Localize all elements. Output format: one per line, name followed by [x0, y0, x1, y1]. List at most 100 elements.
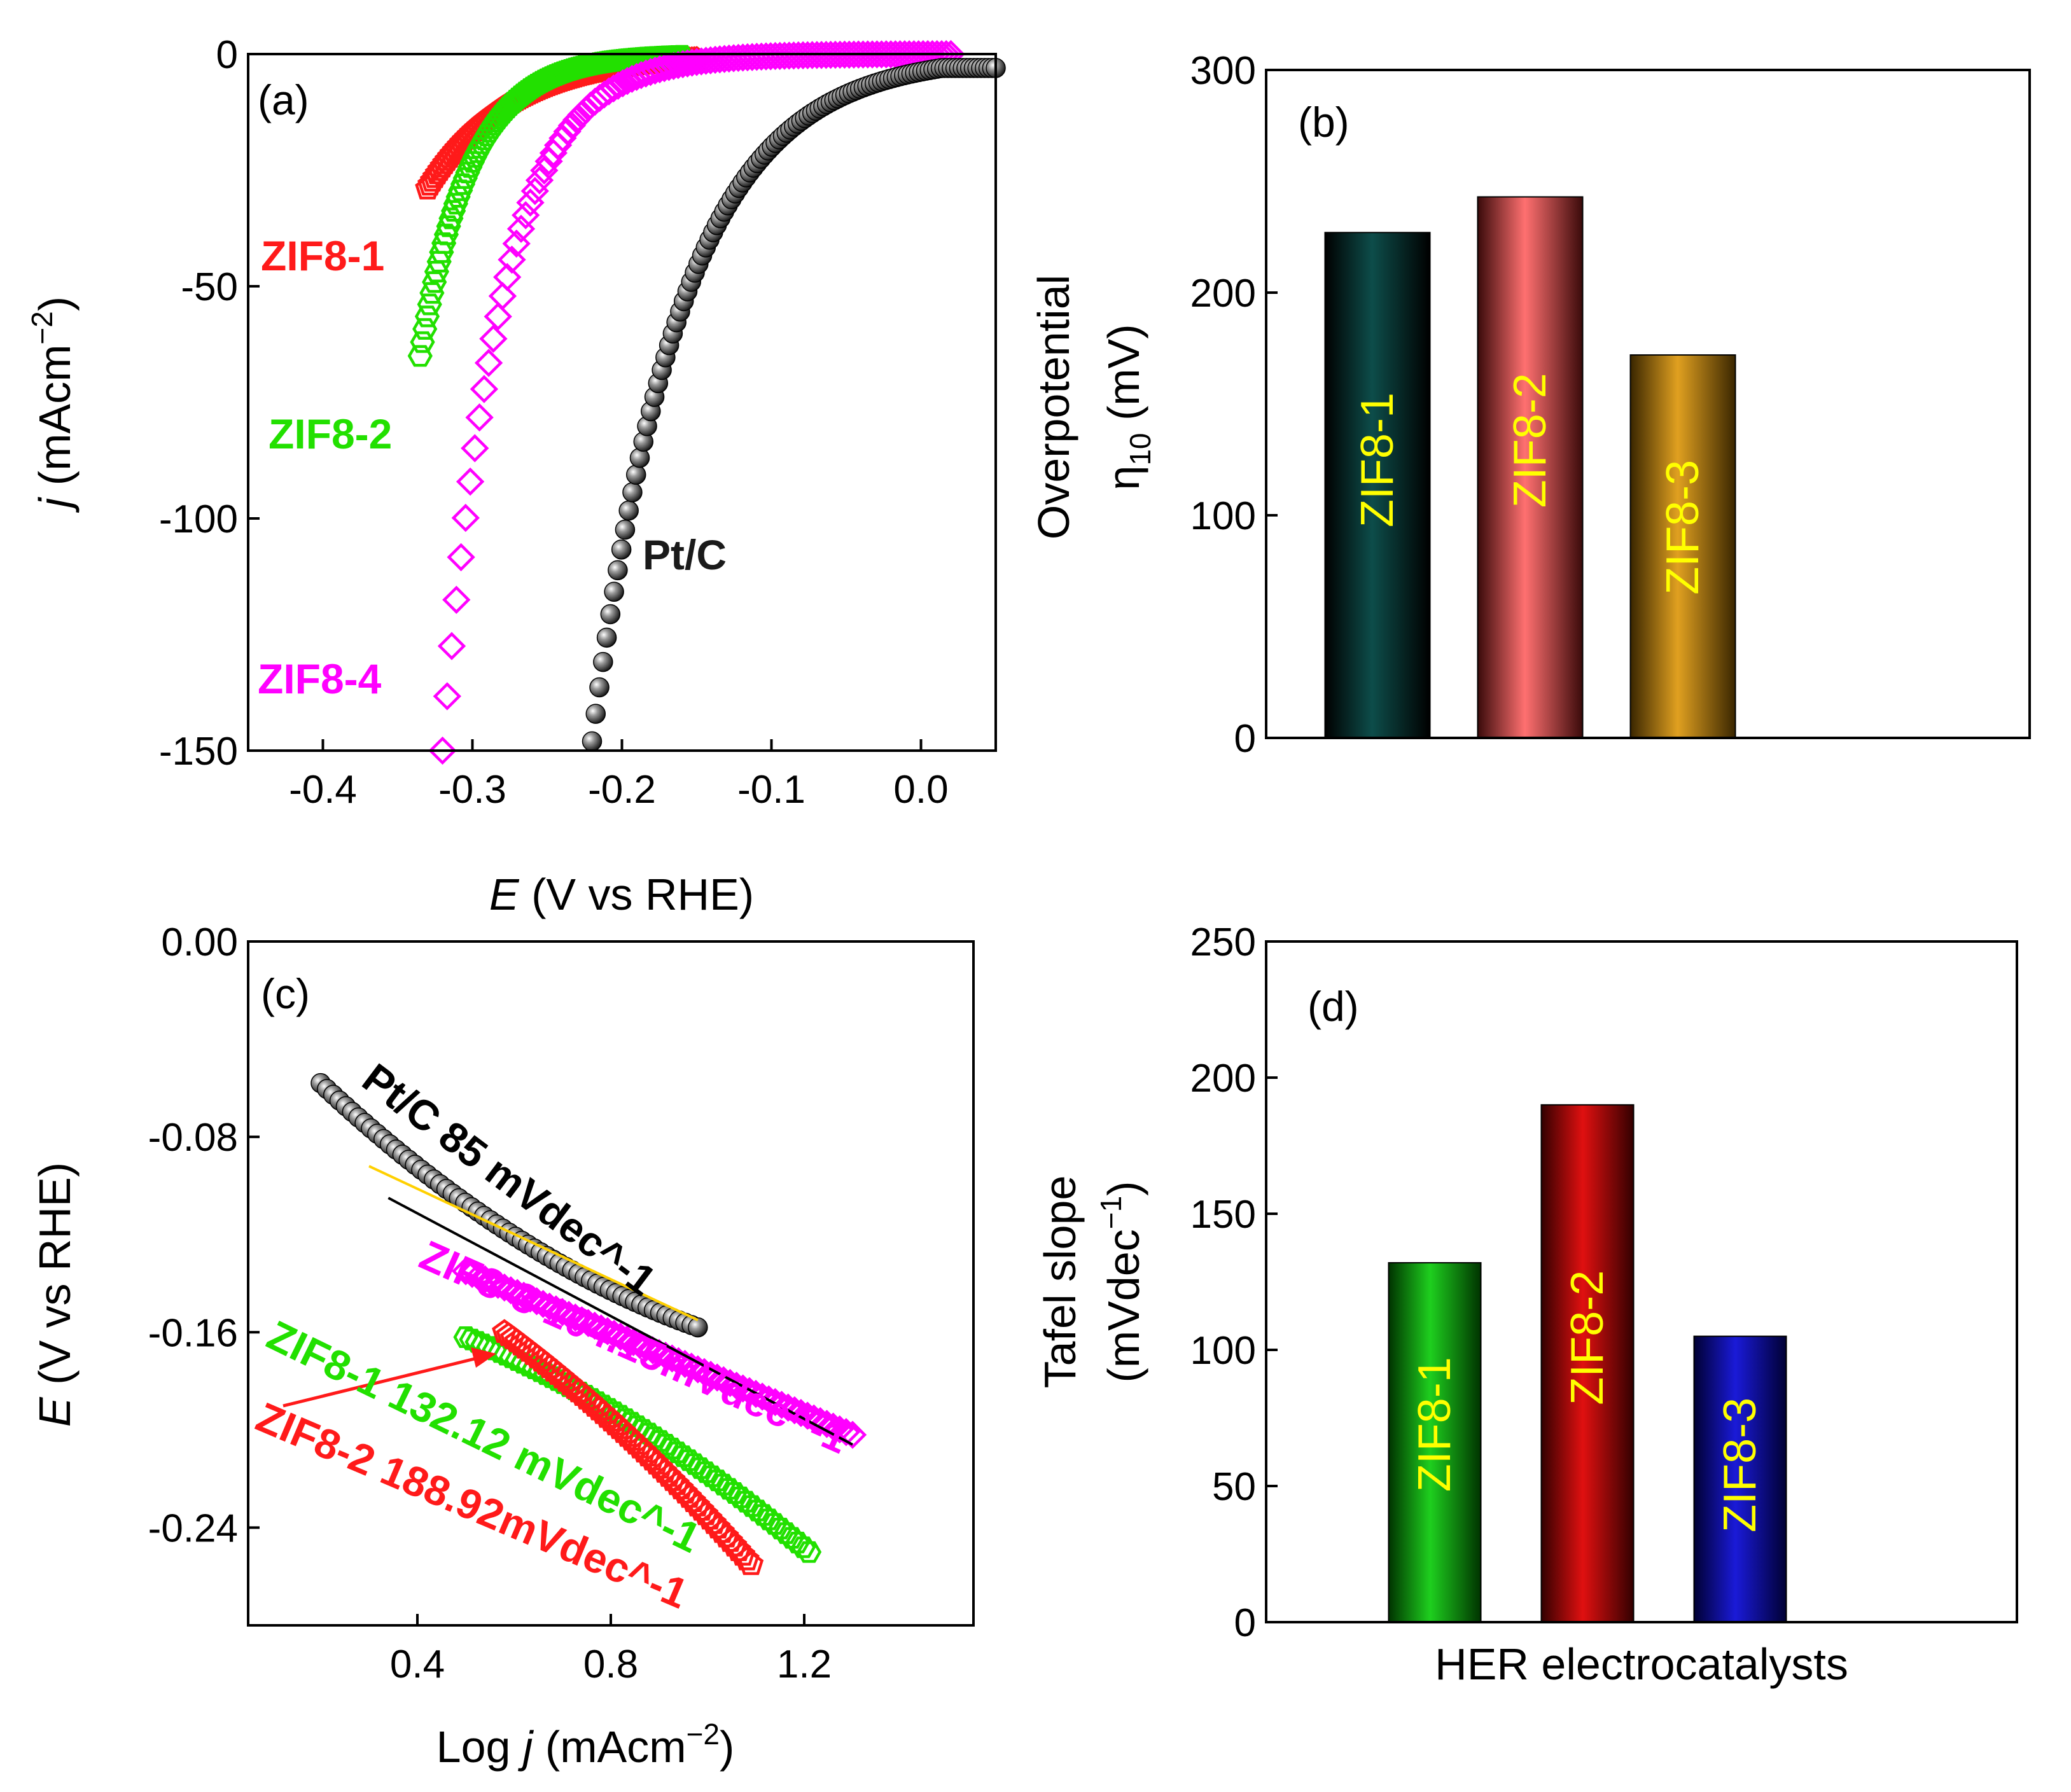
c-xtick-1-label: 0.8 [583, 1643, 638, 1686]
a-point [486, 108, 512, 130]
a-point [488, 282, 517, 310]
c-point [676, 1449, 702, 1471]
a-point [422, 271, 447, 293]
c-point [535, 1292, 564, 1321]
c-point [729, 1374, 757, 1403]
a-point [858, 40, 887, 69]
b-bar-zif8-3 [1629, 354, 1736, 739]
c-axis-ticks: 0.4 0.8 1.2 0.00 -0.08 -0.16 -0.24 [148, 920, 832, 1686]
a-y-label-var: j [30, 496, 80, 513]
c-point [774, 1522, 799, 1545]
a-point [407, 345, 433, 367]
c-point [793, 1401, 822, 1430]
c-point [682, 1453, 708, 1475]
a-y-label-close: ) [30, 296, 80, 311]
c-point [580, 1311, 609, 1340]
c-point [671, 1445, 696, 1468]
c-point [786, 1399, 816, 1427]
a-point [436, 215, 461, 237]
d-ytick-5-label: 250 [1190, 920, 1256, 964]
c-point [690, 1358, 719, 1387]
a-point [608, 69, 637, 98]
c-point [735, 1377, 764, 1406]
a-point [618, 500, 639, 521]
c-point [745, 1499, 771, 1522]
b-y-label-sym: η [1099, 466, 1148, 490]
c-point [516, 1284, 545, 1313]
a-series-ptc [582, 58, 1006, 752]
c-point [471, 1265, 499, 1294]
a-ytick-2-label: -100 [159, 497, 238, 541]
c-point [728, 1486, 753, 1508]
d-x-axis-label: HER electrocatalysts [1435, 1639, 1848, 1689]
a-label-ptc: Pt/C [643, 531, 727, 578]
c-point [554, 1300, 583, 1330]
a-point [589, 677, 610, 698]
d-y-label-rest: (mVdec [1099, 1229, 1148, 1382]
c-point [625, 1330, 654, 1359]
a-point [433, 223, 459, 246]
c-point [694, 1461, 719, 1483]
panel-b-overpotential: ZIF8-1 ZIF8-2 ZIF8-3 0 100 200 300 (b) Overpo… [1029, 49, 2031, 761]
c-series-zif8-2 [492, 1319, 764, 1575]
a-x-label-rest: (V vs RHE) [519, 870, 754, 919]
b-bar-zif8-2 [1477, 196, 1584, 739]
a-data-series [407, 39, 1006, 765]
c-xtick-0-label: 0.4 [390, 1643, 445, 1686]
a-point [802, 41, 832, 69]
c-point [658, 1344, 687, 1373]
c-point [688, 1317, 708, 1338]
c-point [825, 1415, 854, 1444]
a-point [512, 201, 540, 230]
a-plot-frame [247, 53, 997, 752]
a-x-axis-label: E (V vs RHE) [489, 870, 754, 919]
a-point [455, 162, 480, 184]
a-point [593, 651, 613, 672]
c-point [838, 1420, 867, 1449]
c-point [587, 1314, 615, 1343]
c-arrow-shaft [282, 1356, 478, 1408]
c-point [568, 1306, 596, 1335]
c-y-label-var: E [30, 1396, 80, 1427]
c-point [800, 1404, 828, 1433]
c-point [738, 1551, 764, 1575]
c-y-label-rest: (V vs RHE) [30, 1162, 80, 1397]
c-point [665, 1441, 690, 1464]
c-point [599, 1319, 629, 1349]
c-point [812, 1410, 841, 1438]
c-x-label-pre: Log [436, 1722, 523, 1772]
c-point [767, 1391, 796, 1419]
a-point [826, 40, 854, 69]
c-point [688, 1457, 713, 1479]
a-point [447, 543, 475, 572]
b-plot-frame [1265, 69, 2031, 739]
c-x-label-sup: −2 [687, 1718, 720, 1751]
c-x-axis-label: Log j (mAcm−2) [436, 1718, 735, 1772]
c-xtick-2-label: 1.2 [777, 1643, 832, 1686]
a-point [872, 40, 900, 69]
d-ytick-3-label: 150 [1190, 1193, 1256, 1237]
c-point [768, 1517, 793, 1539]
c-point [659, 1438, 685, 1460]
d-bar-label-zif8-2: ZIF8-2 [1562, 1270, 1613, 1405]
a-point [816, 41, 845, 69]
d-bar-zif8-1 [1388, 1262, 1482, 1623]
a-point [853, 40, 882, 69]
a-point [611, 539, 632, 560]
a-point [450, 173, 476, 195]
c-point [780, 1396, 809, 1425]
c-point [476, 1336, 501, 1358]
a-point [812, 41, 840, 69]
a-point [835, 40, 863, 69]
a-point [798, 41, 826, 69]
a-point [600, 604, 621, 625]
a-point [876, 40, 905, 69]
c-point [613, 1325, 641, 1354]
d-bar-label-zif8-3: ZIF8-3 [1715, 1398, 1766, 1532]
a-series-zif8-4 [428, 39, 965, 765]
c-point [734, 1490, 759, 1513]
d-y-label-close: ) [1099, 1181, 1148, 1196]
c-x-label-close: ) [720, 1722, 734, 1772]
c-series-ptc [310, 1073, 708, 1338]
